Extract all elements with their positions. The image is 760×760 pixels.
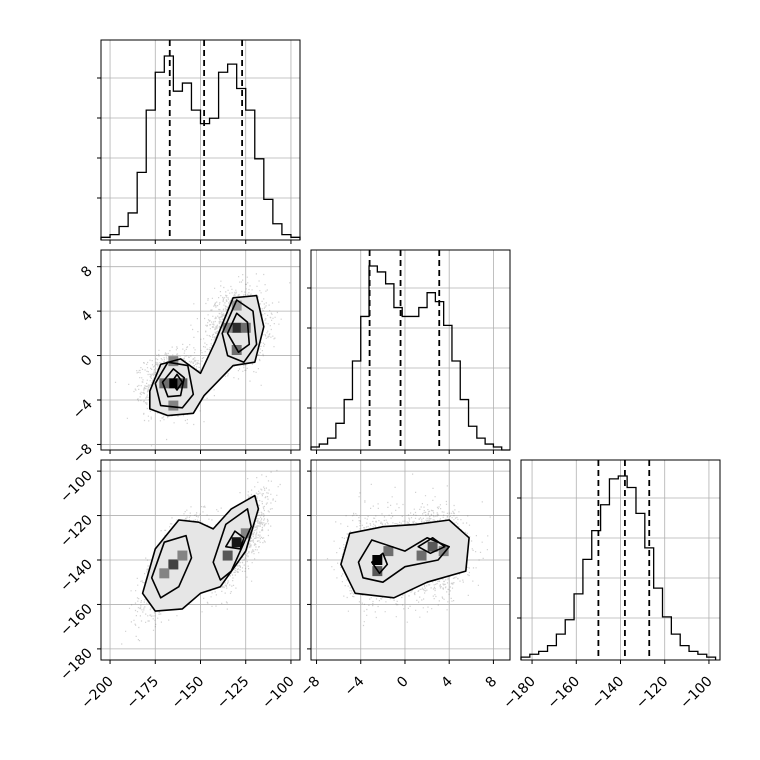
contour-line (150, 534, 193, 599)
x-tick-label: −120 (633, 674, 672, 713)
x-tick-label: −140 (589, 674, 628, 713)
histogram-panel-1 (307, 249, 511, 454)
density-cell (168, 400, 179, 411)
density-cell (231, 300, 242, 311)
contour-line (357, 537, 450, 583)
y-tick-label: −140 (57, 557, 96, 596)
density-fill (142, 495, 259, 612)
contour-line (417, 537, 446, 555)
x-tick-label: −175 (124, 674, 163, 713)
panel-border (310, 459, 511, 661)
contour-line (170, 373, 184, 391)
panel-background (311, 250, 510, 450)
panel-border (520, 459, 721, 661)
density-cell (222, 550, 233, 561)
x-tick-label: −150 (169, 674, 208, 713)
contour-panel-1 (97, 459, 301, 664)
density-cell (159, 378, 170, 389)
x-tick-label: 8 (483, 674, 501, 692)
contour-line (161, 368, 185, 398)
histogram-panel-0 (97, 39, 301, 244)
y-tick-label: 4 (78, 308, 96, 326)
y-tick-label: −100 (57, 468, 96, 507)
density-cell (177, 550, 188, 561)
density-cell (383, 546, 394, 557)
contour-line (225, 530, 245, 550)
contour-line (212, 508, 252, 581)
y-tick-label: 8 (78, 263, 96, 281)
panel-border (310, 249, 511, 451)
y-tick-label: 0 (78, 352, 96, 370)
density-cell (240, 528, 251, 539)
density-cell (222, 322, 233, 333)
density-cell (416, 550, 427, 561)
y-tick-label: −4 (70, 396, 96, 422)
contour-line (226, 312, 251, 353)
x-tick-label: −100 (677, 674, 716, 713)
x-tick-label: −200 (78, 674, 117, 713)
contour-line (154, 361, 195, 409)
histogram-step (520, 475, 717, 660)
density-cell (372, 555, 383, 565)
x-tick-label: −160 (545, 674, 584, 713)
panel-border (100, 459, 301, 661)
density-cell (240, 322, 251, 333)
density-cell (159, 568, 170, 579)
panel-border (100, 249, 301, 451)
x-tick-label: −125 (214, 674, 253, 713)
contour-line (141, 494, 260, 612)
x-tick-label: −100 (259, 674, 298, 713)
contour-line (149, 294, 265, 417)
panel-border (100, 39, 301, 241)
x-tick-label: 4 (438, 673, 456, 691)
histogram-step (100, 55, 301, 240)
density-cell (168, 559, 179, 570)
density-cell (427, 541, 438, 552)
density-cell (231, 537, 242, 548)
y-tick-label: −160 (57, 601, 96, 640)
density-fill (340, 520, 470, 598)
x-tick-label: −4 (342, 673, 368, 699)
y-tick-label: −8 (70, 441, 96, 467)
histogram-step (310, 265, 510, 451)
y-tick-label: −180 (57, 645, 96, 684)
x-tick-label: 0 (394, 674, 412, 692)
contour-panel-2 (307, 459, 511, 664)
contour-panel-0 (97, 249, 301, 454)
density-cell (231, 322, 242, 333)
x-tick-label: −8 (297, 674, 323, 700)
density-cell (438, 546, 449, 557)
histogram-panel-2 (517, 459, 721, 664)
x-tick-label: −180 (500, 674, 539, 713)
contour-line (221, 299, 258, 363)
contour-line (340, 519, 470, 599)
y-tick-label: −120 (57, 512, 96, 551)
contour-line (371, 552, 389, 575)
density-cell (168, 378, 179, 389)
